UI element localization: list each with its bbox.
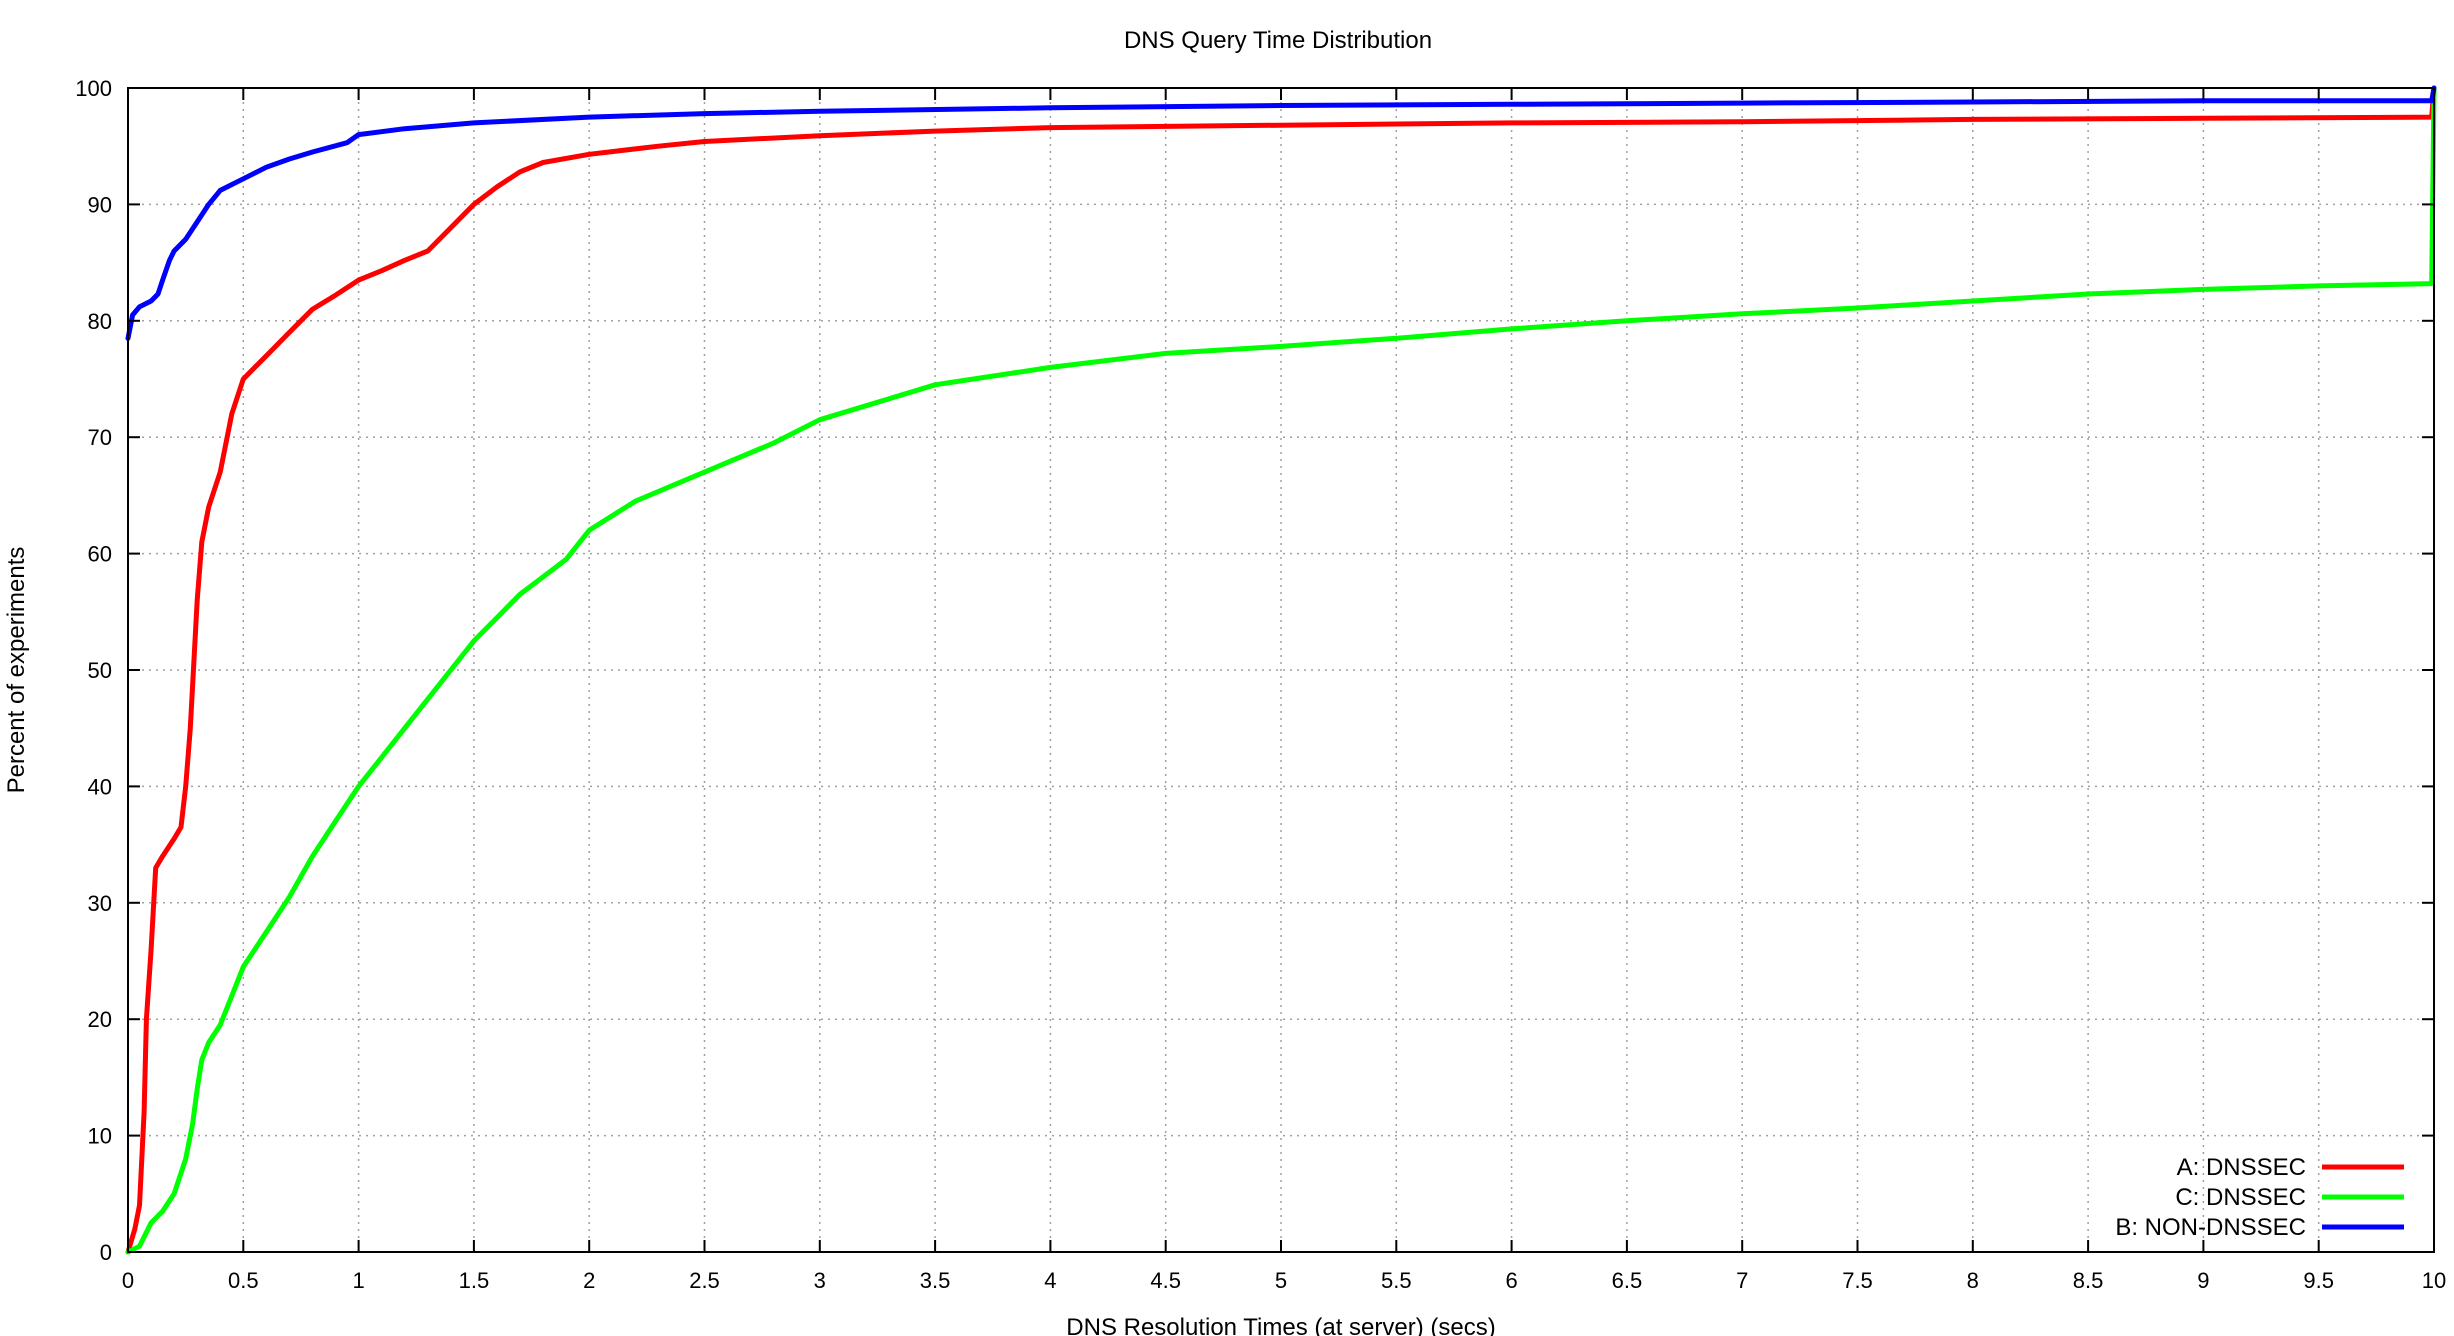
- x-tick-label: 2: [583, 1268, 595, 1293]
- x-tick-label: 6: [1505, 1268, 1517, 1293]
- series-line-1: [125, 85, 2437, 1255]
- y-axis-title: Percent of experiments: [3, 547, 30, 794]
- legend: A: DNSSEC C: DNSSEC B: NON-DNSSEC: [2115, 1154, 2404, 1241]
- x-tick-label: 3.5: [920, 1268, 951, 1293]
- x-axis-title: DNS Resolution Times (at server) (secs): [1066, 1314, 1495, 1336]
- x-tick-label: 0.5: [228, 1268, 259, 1293]
- x-tick-label: 0: [122, 1268, 134, 1293]
- y-tick-label: 100: [75, 76, 112, 101]
- x-tick-label: 5.5: [1381, 1268, 1412, 1293]
- x-tick-label: 7.5: [1842, 1268, 1873, 1293]
- y-tick-label: 0: [100, 1240, 112, 1265]
- y-tick-label: 70: [88, 425, 112, 450]
- series-line-3: [125, 85, 2437, 341]
- y-tick-labels: 0 10 20 30 40 50 60 70 80 90 100: [75, 76, 112, 1265]
- legend-label: B: NON-DNSSEC: [2115, 1214, 2306, 1241]
- x-tick-label: 1: [352, 1268, 364, 1293]
- x-tick-label: 10: [2422, 1268, 2446, 1293]
- legend-label: C: DNSSEC: [2175, 1184, 2306, 1211]
- x-tick-label: 9: [2197, 1268, 2209, 1293]
- y-tick-label: 30: [88, 891, 112, 916]
- legend-label: A: DNSSEC: [2177, 1154, 2306, 1181]
- y-tick-label: 20: [88, 1007, 112, 1032]
- x-tick-label: 5: [1275, 1268, 1287, 1293]
- x-tick-label: 4.5: [1150, 1268, 1181, 1293]
- x-tick-label: 2.5: [689, 1268, 720, 1293]
- series-line-2: [125, 85, 2437, 1255]
- chart-title: DNS Query Time Distribution: [1124, 27, 1432, 54]
- y-tick-label: 80: [88, 309, 112, 334]
- x-tick-label: 1.5: [459, 1268, 490, 1293]
- y-tick-label: 90: [88, 192, 112, 217]
- y-tick-label: 10: [88, 1124, 112, 1149]
- x-tick-label: 4: [1044, 1268, 1056, 1293]
- x-tick-label: 8: [1967, 1268, 1979, 1293]
- x-tick-label: 8.5: [2073, 1268, 2104, 1293]
- grid-lines: [128, 88, 2434, 1252]
- series-lines: [125, 85, 2437, 1255]
- y-tick-label: 40: [88, 774, 112, 799]
- y-tick-label: 50: [88, 658, 112, 683]
- x-tick-label: 9.5: [2303, 1268, 2334, 1293]
- x-tick-label: 6.5: [1612, 1268, 1643, 1293]
- axis-ticks: [127, 87, 2435, 1253]
- x-tick-label: 7: [1736, 1268, 1748, 1293]
- x-tick-labels: 0 0.5 1 1.5 2 2.5 3 3.5 4 4.5 5 5.5 6 6.5 7 7.5 8 8.5 9 9.5…: [122, 1268, 2446, 1293]
- x-tick-label: 3: [814, 1268, 826, 1293]
- y-tick-label: 60: [88, 542, 112, 567]
